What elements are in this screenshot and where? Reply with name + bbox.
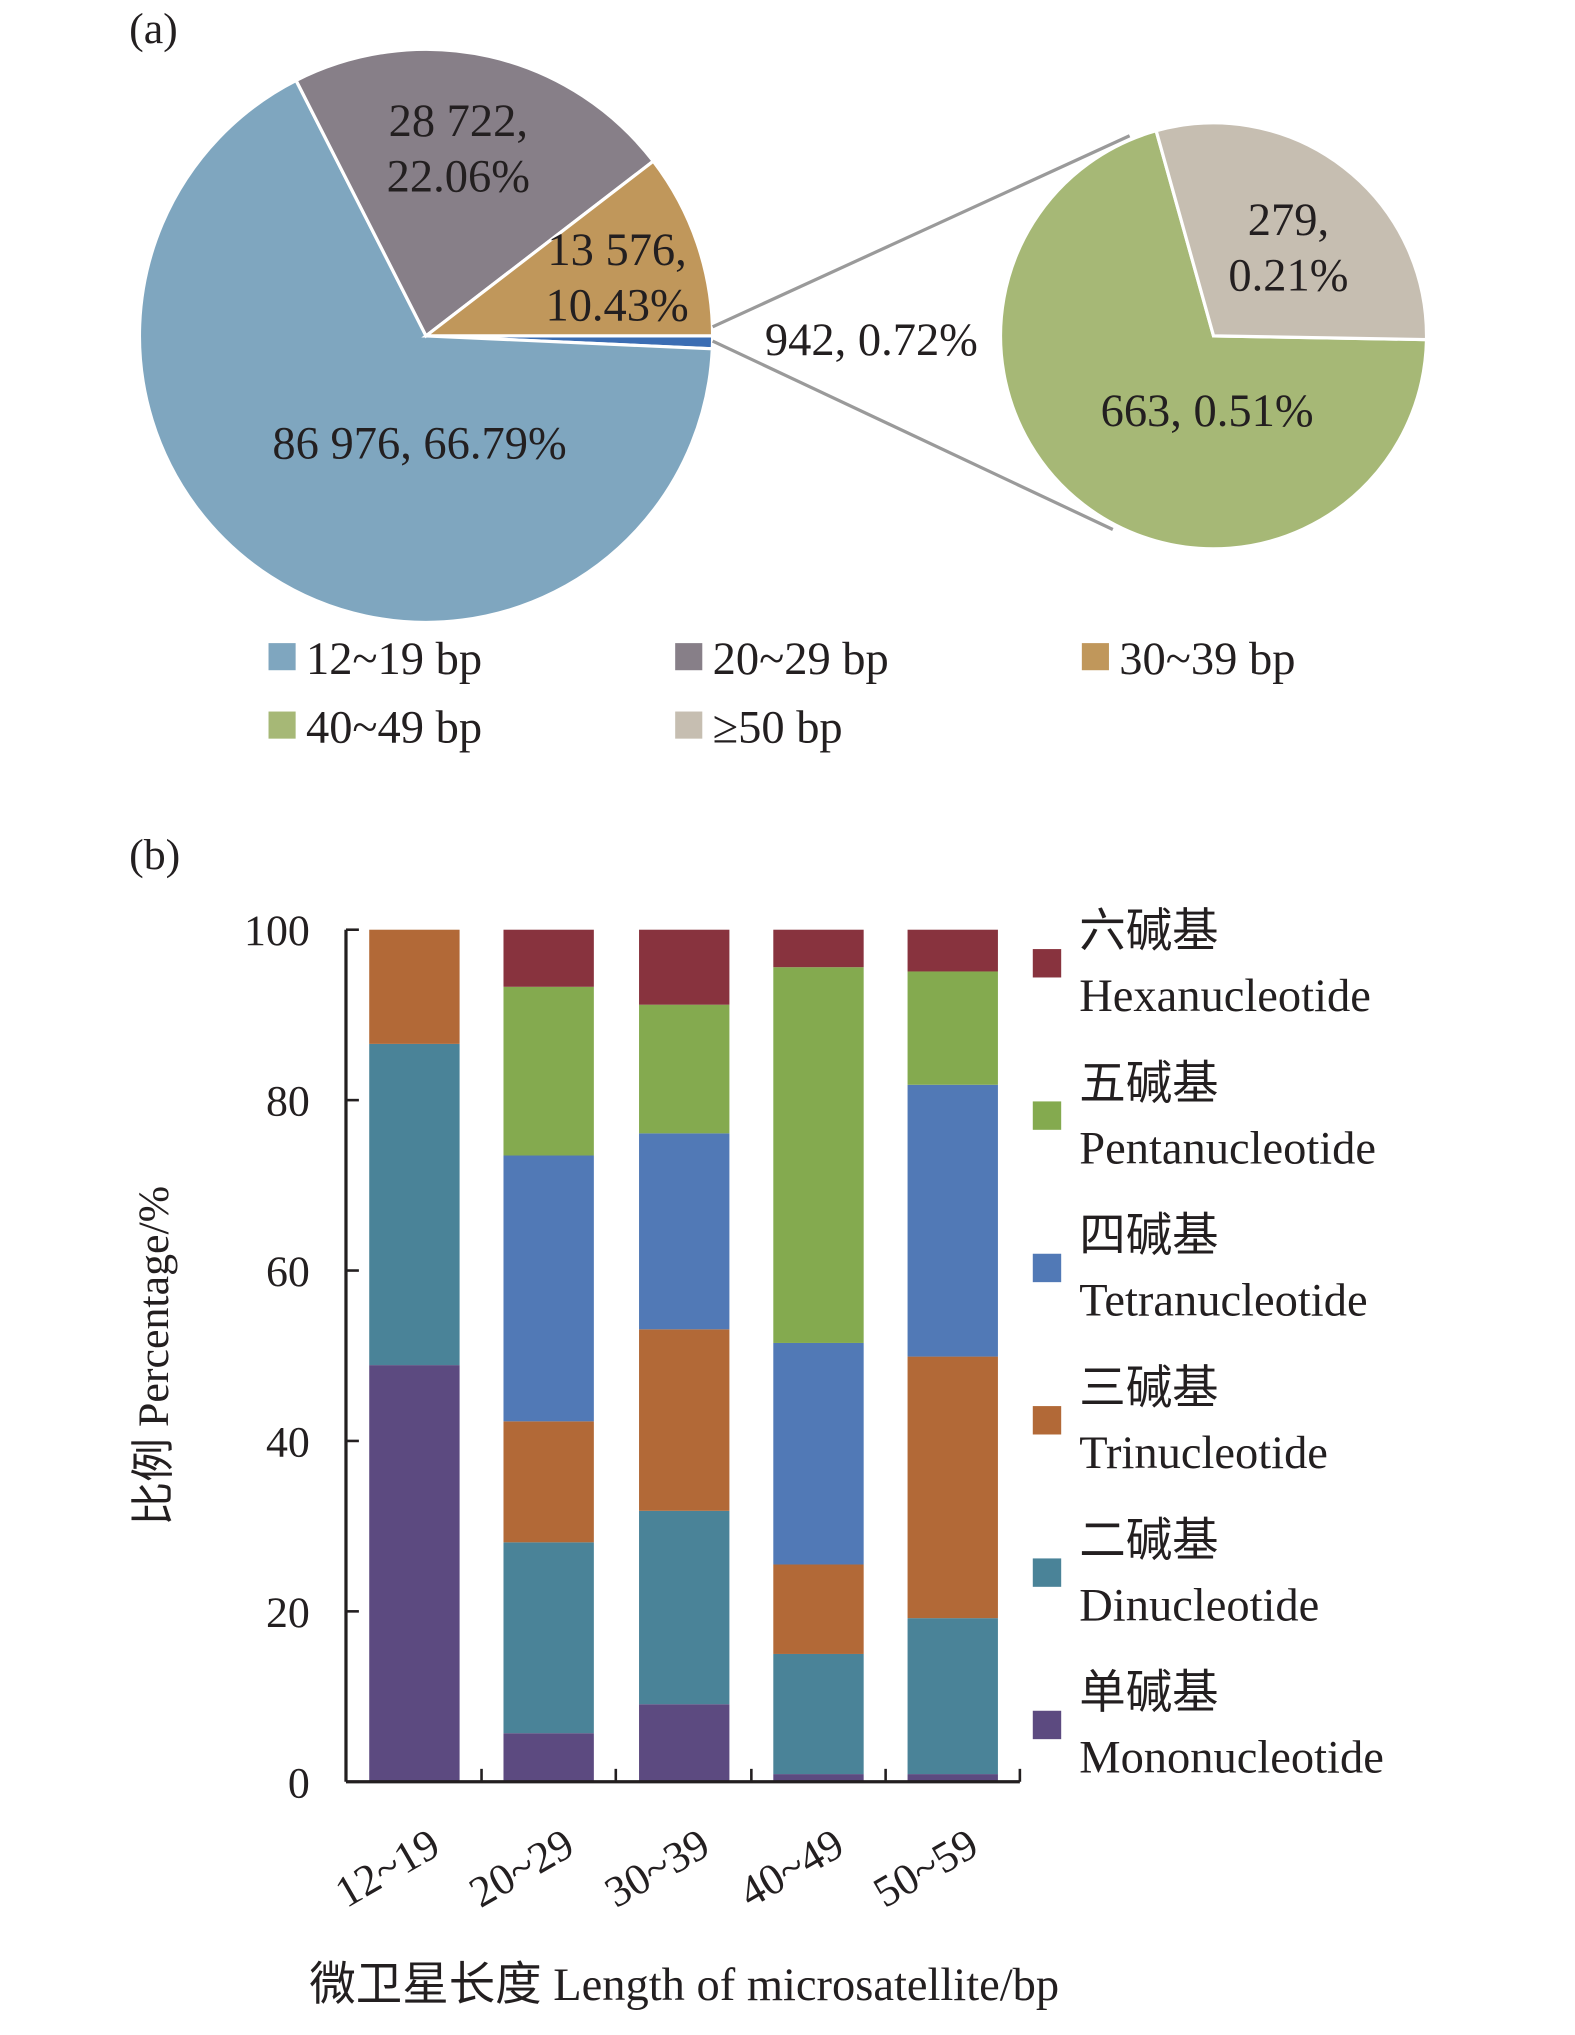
bar-segment [639,1004,730,1134]
data-label: 942, 0.72% [765,315,978,366]
x-tick-label: 20~29 [462,1820,583,1917]
bar-segment [369,1043,460,1366]
connector-line [711,339,1114,531]
legend-swatch [1032,1101,1062,1130]
data-label: 0.21% [1228,251,1348,302]
bar-segment [503,1542,594,1734]
pie-legend: 12~19 bp 20~29 bp 30~39 bp 40~49 bp ≥50 bp [268,634,1295,754]
pie-slice [137,78,715,625]
legend-swatch [1032,1253,1062,1283]
data-label: 28 722, [389,96,528,147]
legend-swatch [1032,1710,1062,1740]
legend-label: 40~49 bp [306,703,482,754]
bar-segment [369,1365,460,1782]
data-label: 86 976, 66.79% [272,419,566,470]
legend-label: ≥50 bp [713,703,843,754]
pie-slice [998,128,1429,551]
bar-segment [907,1356,998,1619]
legend-swatch [1032,1558,1062,1587]
pie-chart: 86 976, 66.79% 28 722,22.06% 13 576,10.43%… [137,47,1429,625]
legend-label-en: Mononucleotide [1079,1733,1384,1784]
legend-label-cn: 四碱基 [1079,1211,1218,1262]
pie-slice [421,158,715,338]
bar-segment [773,1774,864,1782]
x-tick-label: 40~49 [731,1820,852,1917]
x-tick-label: 50~59 [866,1820,987,1917]
bar-segment [773,1342,864,1565]
pie-slice [1154,121,1429,342]
bar-segment [773,1653,864,1775]
legend-swatch [268,643,296,671]
data-label: 22.06% [387,151,530,202]
pie-slice [293,47,656,339]
legend-label-cn: 三碱基 [1079,1364,1218,1415]
bar-segment [907,1084,998,1357]
bar-segment [639,1133,730,1330]
legend-swatch [1081,643,1109,671]
legend-label-en: Pentanucleotide [1079,1123,1376,1174]
connector-line [711,134,1131,329]
data-label: 663, 0.51% [1101,386,1314,437]
bar-segment [907,1618,998,1775]
bar-segment [639,929,730,1005]
bar-segment [503,986,594,1156]
legend-label-en: Dinucleotide [1079,1580,1319,1631]
legend-label-en: Tetranucleotide [1079,1276,1367,1327]
data-label: 13 576, [547,225,686,276]
y-tick-label: 0 [288,1759,310,1807]
bar-segment [369,929,460,1044]
legend-label: 20~29 bp [713,634,889,685]
bar-segment [639,1704,730,1782]
legend-swatch [1032,1406,1062,1435]
bar-segment [773,967,864,1343]
x-tick-label: 12~19 [327,1820,448,1917]
legend-swatch [268,711,296,739]
bar-segment [907,929,998,972]
legend-label-cn: 单碱基 [1079,1668,1218,1719]
x-axis-title: 微卫星长度 Length of microsatellite/bp [309,1960,1059,2011]
bar-segment [773,1564,864,1654]
bar-segment [503,929,594,987]
legend-swatch [1032,949,1062,978]
y-tick-label: 80 [266,1078,310,1126]
legend-label-cn: 六碱基 [1079,906,1218,957]
bar-chart: 12~19 20~29 30~39 40~49 50~59 0 20 40 60 80 100 比例 … [130,906,1384,2010]
data-label: 279, [1248,195,1329,246]
panel-label-a: (a) [129,5,178,53]
bar-segment [639,1329,730,1511]
y-tick-label: 20 [266,1589,310,1637]
legend-label: 12~19 bp [306,634,482,685]
y-axis-title: 比例 Percentage/% [130,1186,178,1526]
y-tick-label: 40 [266,1418,310,1466]
bar-segment [639,1510,730,1705]
bar-segment [503,1733,594,1782]
panel-label-b: (b) [129,831,180,879]
legend-label-cn: 二碱基 [1079,1516,1218,1567]
legend-swatch [675,643,703,671]
bar-segment [503,1421,594,1543]
x-tick-label: 30~39 [597,1820,718,1917]
legend-label: 30~39 bp [1119,634,1295,685]
bar-segment [503,1155,594,1422]
y-tick-label: 60 [266,1248,310,1296]
legend-label-en: Trinucleotide [1079,1428,1328,1479]
y-tick-label: 100 [244,907,310,955]
bar-segment [773,929,864,968]
bar-segment [907,971,998,1085]
bar-segment [907,1774,998,1782]
data-label: 10.43% [545,280,688,331]
legend-label-cn: 五碱基 [1079,1059,1218,1110]
legend-label-en: Hexanucleotide [1079,971,1371,1022]
legend-swatch [675,711,703,739]
